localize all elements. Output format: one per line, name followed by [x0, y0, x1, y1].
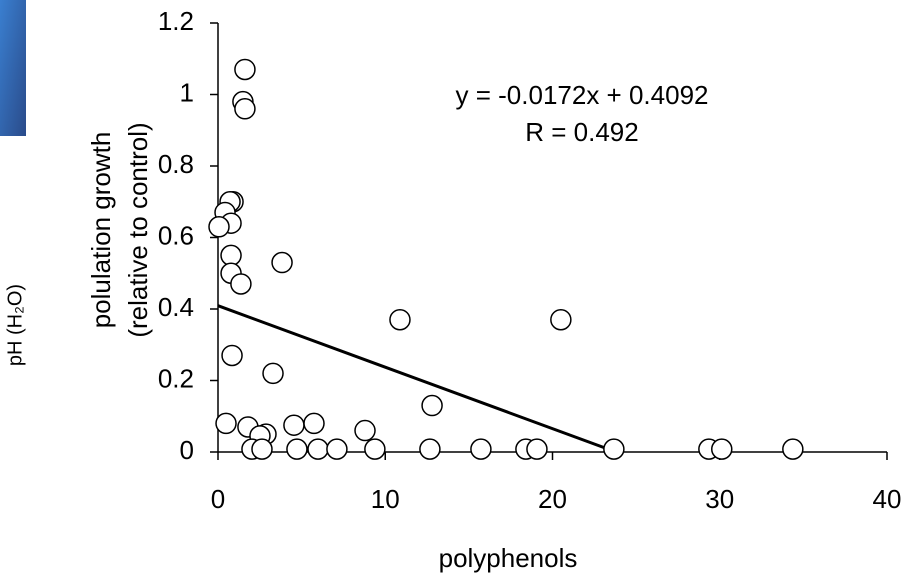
y-tick-label: 0.2 [158, 363, 194, 393]
point [283, 414, 305, 436]
point [221, 344, 243, 367]
point [271, 251, 293, 274]
point [419, 438, 441, 460]
point [603, 438, 625, 460]
point [215, 412, 237, 435]
point [230, 273, 252, 295]
y-tick-label: 0.8 [158, 149, 194, 179]
point [303, 412, 325, 435]
point [354, 419, 376, 442]
r-value: R = 0.492 [525, 117, 638, 147]
point [526, 438, 548, 460]
point [782, 438, 804, 460]
side-text: pH (H₂O) [4, 284, 26, 366]
x-tick-label: 40 [873, 484, 902, 514]
point [220, 244, 242, 267]
y-axis-label: polulation growth [86, 132, 116, 329]
x-axis-label: polyphenols [439, 543, 578, 573]
point [251, 438, 273, 460]
point [234, 58, 256, 81]
point [286, 438, 308, 460]
equation: y = -0.0172x + 0.4092 [456, 80, 709, 110]
point [364, 438, 386, 460]
x-tick-label: 20 [538, 484, 567, 514]
y-tick-label: 0.4 [158, 292, 194, 322]
point [389, 308, 411, 331]
point [208, 216, 230, 238]
point [711, 438, 733, 460]
point [262, 362, 284, 385]
y-axis-label: (relative to control) [123, 122, 153, 337]
x-tick-label: 30 [705, 484, 734, 514]
point [307, 438, 329, 460]
trendline [217, 304, 617, 454]
image-fragment [0, 0, 26, 136]
point [234, 98, 256, 120]
point [550, 308, 572, 331]
x-tick-label: 0 [211, 484, 225, 514]
y-tick-label: 1.2 [158, 6, 194, 36]
point [421, 394, 443, 417]
y-tick-label: 0.6 [158, 220, 194, 250]
y-tick-label: 0 [180, 435, 194, 465]
x-tick-label: 10 [371, 484, 400, 514]
point [326, 438, 348, 460]
point [470, 438, 492, 460]
y-tick-label: 1 [180, 77, 194, 107]
